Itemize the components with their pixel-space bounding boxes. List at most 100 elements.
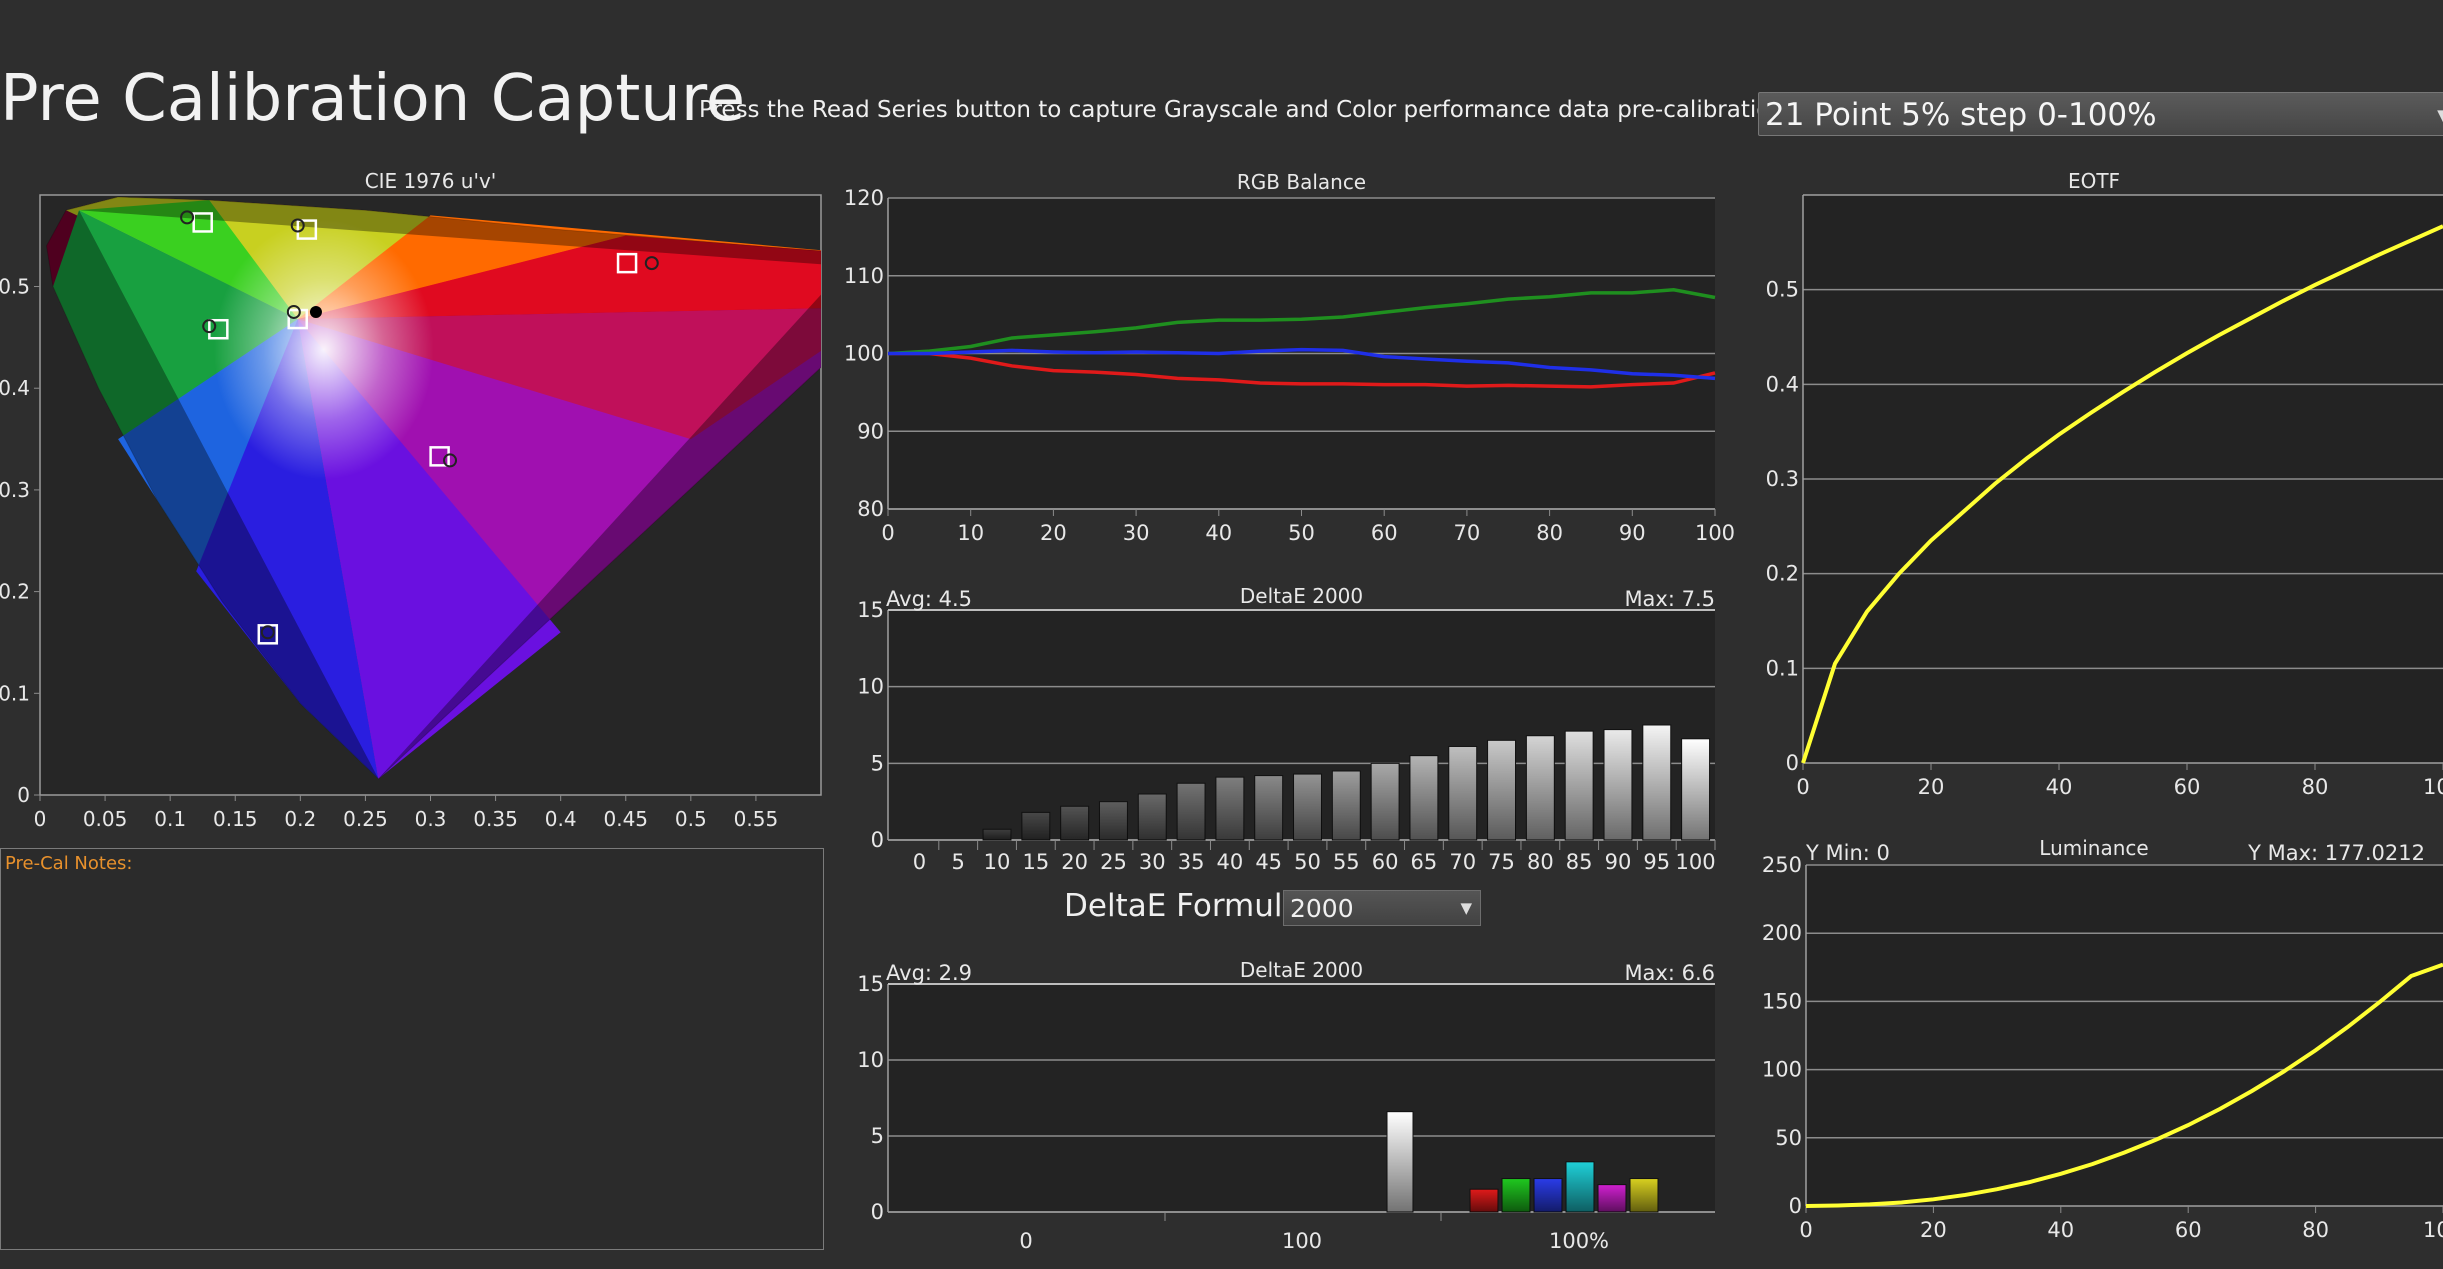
- rgb-y-tick-label: 120: [844, 186, 884, 210]
- cie-region-blue: [196, 319, 379, 779]
- color-de-x-tick-label: 0: [1019, 1229, 1032, 1253]
- cie-x-tick-label: 0.25: [343, 807, 388, 831]
- eotf-x-tick-label: 20: [1918, 775, 1945, 799]
- rgb-y-tick-label: 100: [844, 342, 884, 366]
- series-select[interactable]: 21 Point 5% step 0-100% ▼: [1758, 92, 2443, 136]
- gray-de-bar-shade: [1526, 735, 1555, 840]
- gray-de-x-tick-label: 35: [1178, 850, 1205, 874]
- cie-measured-green: [180, 210, 195, 225]
- cie-region-deepred: [297, 235, 821, 320]
- cie-measured-yellow: [290, 218, 305, 233]
- cie-x-tick-label: 0.55: [734, 807, 779, 831]
- lum-x-tick-label: 80: [2302, 1218, 2329, 1242]
- pre-cal-notes-box[interactable]: Pre-Cal Notes:: [0, 848, 824, 1250]
- eotf-x-tick-label: 60: [2174, 775, 2201, 799]
- cie-target-white: [287, 308, 308, 330]
- gray-de-x-tick-label: 50: [1294, 850, 1321, 874]
- gray-de-x-tick-label: 60: [1372, 850, 1399, 874]
- lum-x-tick-label: 20: [1920, 1218, 1947, 1242]
- lum-y-tick-label: 100: [1762, 1058, 1802, 1082]
- color-de-x-tick-label: 100: [1282, 1229, 1322, 1253]
- lum-y-tick-label: 0: [1789, 1194, 1802, 1218]
- gray-de-y-tick-label: 5: [871, 751, 884, 775]
- gray-de-bar-shade: [983, 829, 1011, 840]
- rgb-title: RGB Balance: [1237, 170, 1366, 194]
- color-de-y-tick-label: 10: [857, 1048, 884, 1072]
- lum-x-tick-label: 60: [2175, 1218, 2202, 1242]
- cie-whitepoint-glow: [213, 219, 434, 480]
- cie-x-tick-label: 0.5: [675, 807, 707, 831]
- gray-de-bar-shade: [1642, 725, 1671, 840]
- eotf-title: EOTF: [2068, 169, 2120, 193]
- delta-e-formula-select[interactable]: 2000 ▼: [1283, 890, 1481, 926]
- gray-de-x-tick-label: 5: [952, 850, 965, 874]
- color-de-bar-shade: [1630, 1178, 1658, 1212]
- rgb-x-tick-label: 70: [1454, 521, 1481, 545]
- cie-x-tick-label: 0.05: [83, 807, 128, 831]
- cie-y-tick-label: 0.5: [0, 275, 30, 299]
- color-de-y-tick-label: 15: [857, 972, 884, 996]
- gray-de-x-tick-label: 15: [1022, 850, 1049, 874]
- delta-e-formula-label: DeltaE Formula: [1064, 888, 1302, 924]
- cie-x-tick-label: 0.1: [154, 807, 186, 831]
- color-de-bar-shade: [1387, 1111, 1413, 1212]
- lum-x-tick-label: 40: [2047, 1218, 2074, 1242]
- gray-de-bar-shade: [1565, 731, 1594, 840]
- cie-x-tick-label: 0.2: [284, 807, 316, 831]
- gray-de-bar-shade: [1254, 775, 1283, 840]
- gray-de-bar-shade: [1487, 740, 1516, 840]
- cie-y-tick-label: 0.3: [0, 478, 30, 502]
- chevron-down-icon: ▼: [1460, 899, 1472, 917]
- gray-de-bar-shade: [1293, 774, 1322, 840]
- cie-x-tick-label: 0.15: [213, 807, 258, 831]
- gray-de-x-tick-label: 90: [1605, 850, 1632, 874]
- gray-de-bar-shade: [1409, 755, 1438, 840]
- lum-x-tick-label: 0: [1799, 1218, 1812, 1242]
- rgb-x-tick-label: 0: [881, 521, 894, 545]
- color-de-y-tick-label: 0: [871, 1200, 884, 1224]
- cie-gamut: [45, 196, 821, 780]
- gray-de-bar-shade: [1681, 738, 1710, 840]
- eotf-x-tick-label: 0: [1796, 775, 1809, 799]
- color-de-avg: Avg: 2.9: [886, 961, 972, 985]
- cie-y-tick-label: 0.2: [0, 580, 30, 604]
- pre-cal-notes-label: Pre-Cal Notes:: [5, 853, 133, 874]
- rgb-y-tick-label: 90: [857, 419, 884, 443]
- rgb-x-tick-label: 90: [1619, 521, 1646, 545]
- gray-de-x-tick-label: 25: [1100, 850, 1127, 874]
- rgb-x-tick-label: 60: [1371, 521, 1398, 545]
- eotf-y-tick-label: 0.3: [1766, 467, 1799, 491]
- cie-y-tick-label: 0.1: [0, 681, 30, 705]
- lum-y-tick-label: 50: [1775, 1126, 1802, 1150]
- gray-de-x-tick-label: 100: [1676, 850, 1716, 874]
- eotf-curve: [1801, 224, 2443, 764]
- gray-de-x-tick-label: 65: [1411, 850, 1438, 874]
- gray-de-bar-shade: [1215, 777, 1244, 840]
- gray-de-title: DeltaE 2000: [1240, 584, 1363, 608]
- cie-x-tick-label: 0.35: [473, 807, 518, 831]
- cie-y-tick-label: 0: [17, 783, 30, 807]
- gray-de-x-tick-label: 85: [1566, 850, 1593, 874]
- lum-title: Luminance: [2039, 836, 2148, 860]
- gray-de-y-tick-label: 0: [871, 828, 884, 852]
- gray-de-bar-shade: [1021, 812, 1050, 840]
- color-de-title: DeltaE 2000: [1240, 958, 1363, 982]
- cie-measured-blue: [260, 625, 275, 640]
- cie-measured-red: [644, 256, 659, 271]
- gray-de-x-tick-label: 55: [1333, 850, 1360, 874]
- gray-de-bar-shade: [1138, 794, 1167, 840]
- gray-de-avg: Avg: 4.5: [886, 587, 972, 611]
- cie-out-of-gamut-shade: [46, 197, 821, 779]
- lum-y-tick-label: 200: [1762, 921, 1802, 945]
- cie-target-yellow: [296, 219, 318, 240]
- rgb-x-tick-label: 40: [1205, 521, 1232, 545]
- lum-plot-area: [1806, 865, 2443, 1206]
- gray-de-x-tick-label: 40: [1217, 850, 1244, 874]
- rgb-x-tick-label: 100: [1695, 521, 1735, 545]
- eotf-y-tick-label: 0.1: [1766, 656, 1799, 680]
- cie-locus-outline: [45, 196, 821, 780]
- gray-de-bar-shade: [1448, 746, 1477, 840]
- eotf-x-tick-label: 100: [2423, 775, 2443, 799]
- eotf-y-tick-label: 0.4: [1766, 372, 1799, 396]
